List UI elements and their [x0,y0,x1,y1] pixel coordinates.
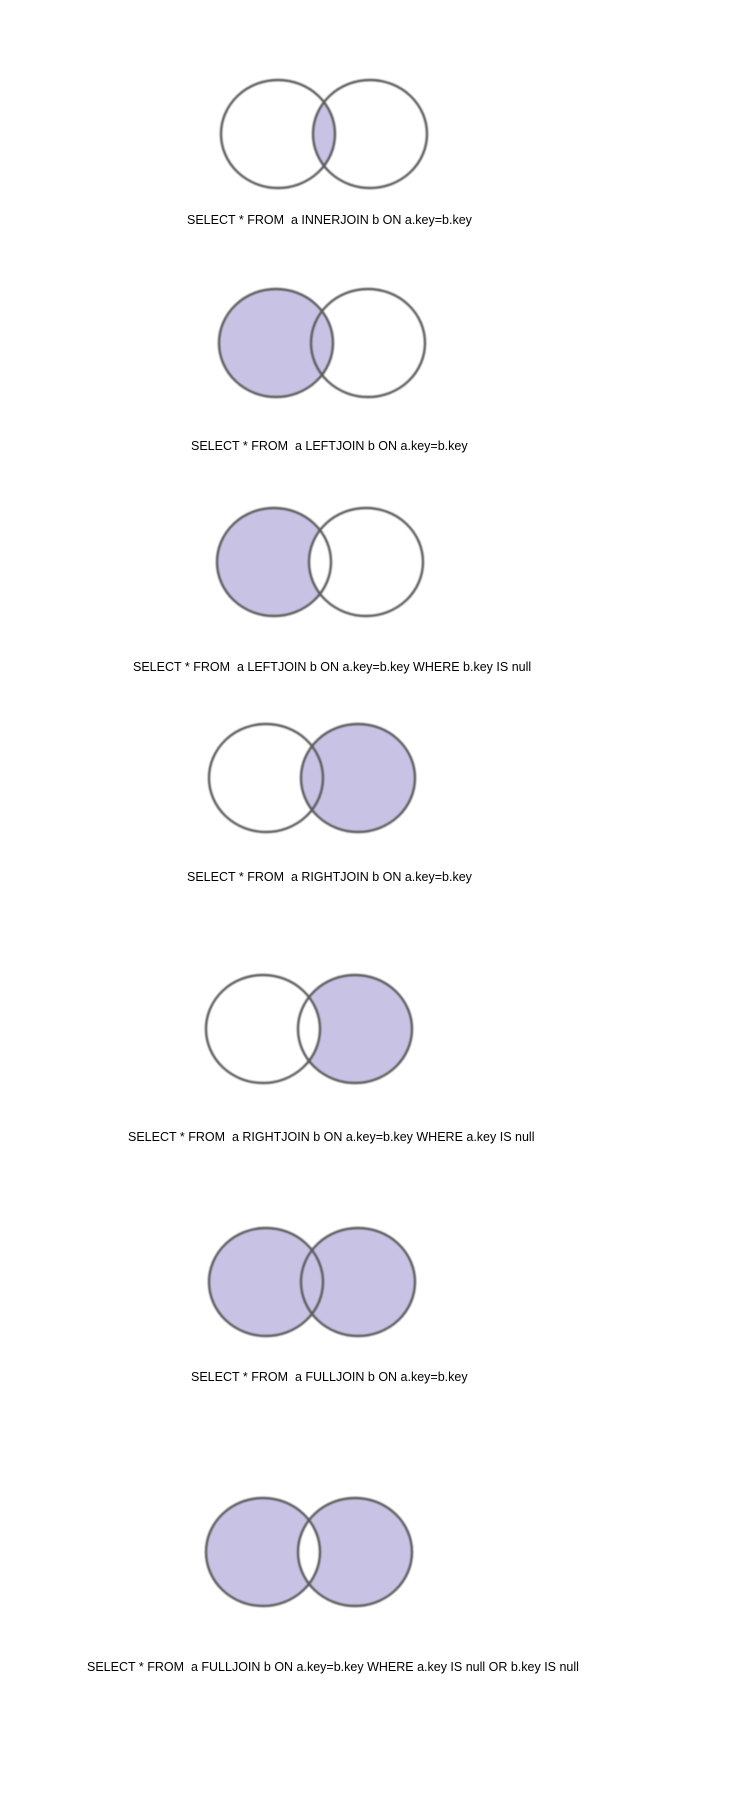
venn-right-join-exclusive [204,973,414,1085]
circle-a-outline [204,973,322,1085]
circle-b-outline [296,973,414,1085]
circle-b-outline [299,1226,417,1338]
outlines [215,506,425,618]
circle-a-fill [206,1498,320,1606]
circle-a-fill [206,975,320,1083]
venn-full-join [207,1226,417,1338]
circle-a-outline [215,506,333,618]
circle-a-fill [209,1228,323,1336]
caption-right-join: SELECT * FROM a RIGHTJOIN b ON a.key=b.k… [187,870,472,884]
circle-a-fill [221,80,335,188]
circle-a-outline [204,1496,322,1608]
venn-left-join-exclusive [215,506,425,618]
circle-a-outline [207,722,325,834]
circle-a-fill [217,508,331,616]
outlines [207,722,417,834]
circle-b-fill [298,1498,412,1606]
circle-a-outline [219,78,337,190]
venn-full-join-exclusive [204,1496,414,1608]
circle-b-fill [311,289,425,397]
caption-full-join: SELECT * FROM a FULLJOIN b ON a.key=b.ke… [191,1370,468,1384]
venn-left-join [217,287,427,399]
circle-b-outline [299,722,417,834]
circle-b-fill [301,1228,415,1336]
circle-b-outline [307,506,425,618]
outlines [204,1496,414,1608]
outlines [219,78,429,190]
circle-b-outline [311,78,429,190]
caption-full-join-exclusive: SELECT * FROM a FULLJOIN b ON a.key=b.ke… [87,1660,579,1674]
circle-b-fill [301,724,415,832]
caption-right-join-exclusive: SELECT * FROM a RIGHTJOIN b ON a.key=b.k… [128,1130,535,1144]
circle-b-fill [309,508,423,616]
outlines [204,973,414,1085]
outlines [207,1226,417,1338]
circle-b-outline [309,287,427,399]
caption-left-join-exclusive: SELECT * FROM a LEFTJOIN b ON a.key=b.ke… [133,660,532,674]
circle-b-fill [298,975,412,1083]
circle-a-fill [219,289,333,397]
caption-inner-join: SELECT * FROM a INNERJOIN b ON a.key=b.k… [187,213,472,227]
circle-a-outline [207,1226,325,1338]
circle-b-outline [296,1496,414,1608]
venn-inner-join [219,78,429,190]
circle-a-outline [217,287,335,399]
circle-b-fill [313,80,427,188]
venn-right-join [207,722,417,834]
caption-left-join: SELECT * FROM a LEFTJOIN b ON a.key=b.ke… [191,439,468,453]
outlines [217,287,427,399]
circle-a-fill [209,724,323,832]
